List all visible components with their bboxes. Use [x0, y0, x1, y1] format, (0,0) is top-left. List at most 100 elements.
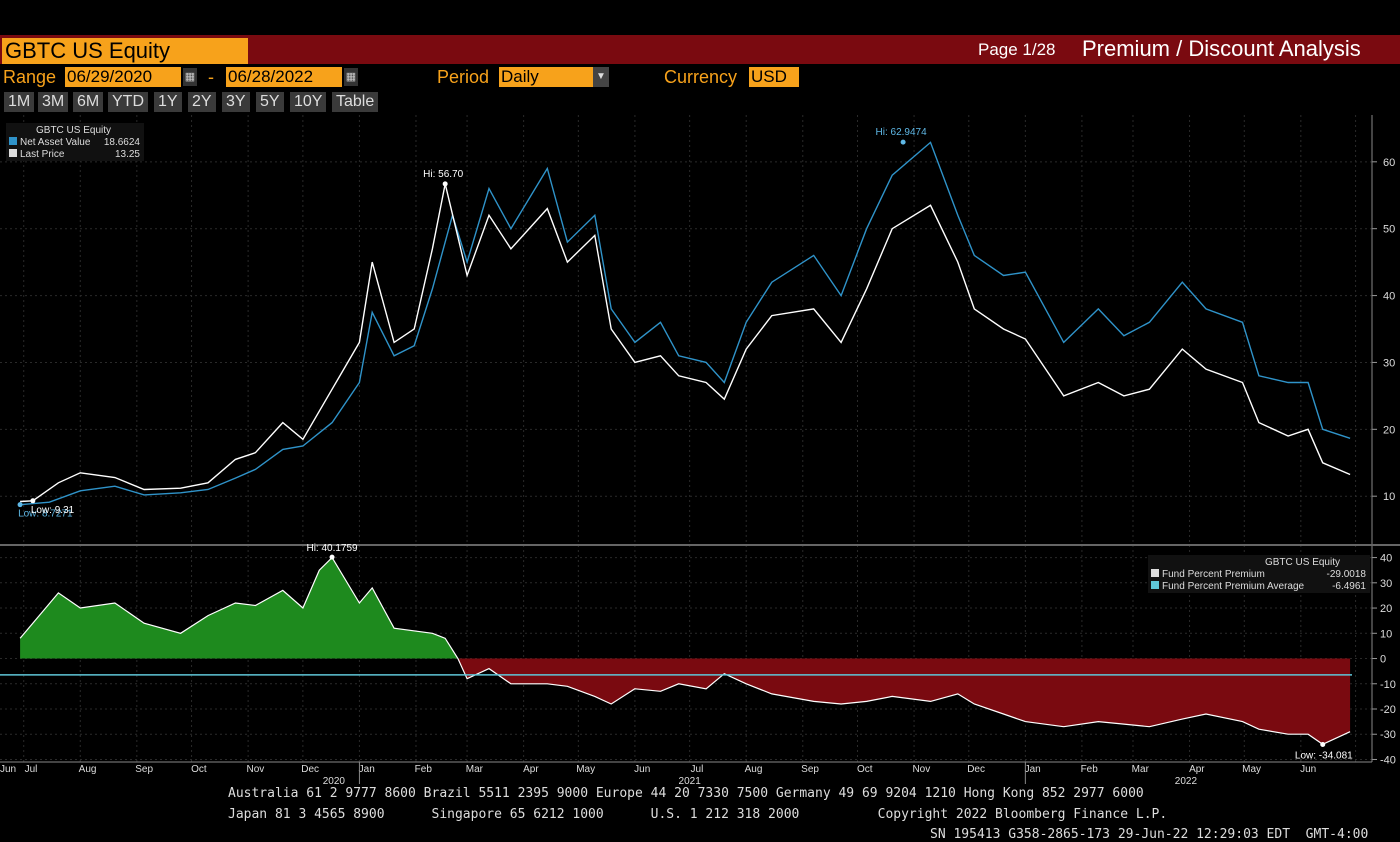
zoom-6m-button[interactable]: 6M [73, 92, 104, 112]
last-price-line [20, 183, 1351, 503]
x-tick-label: Feb [1081, 764, 1099, 775]
y-tick-label: -20 [1380, 704, 1396, 716]
zoom-5y-button[interactable]: 5Y [256, 92, 284, 112]
x-tick-label: Jul [691, 764, 704, 775]
annotation-marker [900, 139, 906, 145]
annotation-label: Low: -34.081 [1295, 751, 1353, 762]
x-tick-label: Jan [359, 764, 375, 775]
x-tick-label: Jun [1300, 764, 1316, 775]
annotation-label: Low: 9.31 [31, 505, 75, 516]
contact-line-1: Australia 61 2 9777 8600 Brazil 5511 239… [228, 786, 1144, 801]
y-tick-label: 30 [1380, 578, 1392, 590]
y-tick-label: -40 [1380, 754, 1396, 766]
zoom-ytd-button[interactable]: YTD [108, 92, 148, 112]
x-tick-label: Apr [523, 764, 539, 775]
nav-line [20, 141, 1351, 506]
end-date-field[interactable]: 06/28/2022 [226, 67, 342, 87]
zoom-3y-button[interactable]: 3Y [222, 92, 250, 112]
annotation-label: Hi: 56.70 [423, 169, 463, 180]
period-select[interactable]: Daily [499, 67, 593, 87]
contact-line-2: Japan 81 3 4565 8900 Singapore 65 6212 1… [228, 807, 1168, 822]
x-tick-label: May [576, 764, 595, 775]
period-label: Period [437, 67, 490, 87]
legend-box [1148, 555, 1370, 593]
zoom-1y-button[interactable]: 1Y [154, 92, 182, 112]
currency-label: Currency [664, 67, 738, 87]
y-tick-label: 20 [1383, 424, 1395, 436]
annotation-label: Hi: 40.1759 [306, 543, 358, 554]
currency-field[interactable]: USD [749, 67, 799, 87]
fund-percent-premium-line [19, 556, 1351, 745]
zoom-1m-button[interactable]: 1M [4, 92, 35, 112]
x-tick-label: Jun [634, 764, 650, 775]
legend-title: GBTC US Equity [36, 125, 111, 136]
x-tick-label: Sep [801, 764, 819, 775]
x-tick-label: Oct [191, 764, 207, 775]
legend-swatch [1151, 569, 1159, 577]
legend-title: GBTC US Equity [1265, 557, 1340, 568]
legend-series-name: Last Price [20, 149, 65, 160]
premium-area [20, 557, 458, 659]
ticker-field[interactable]: GBTC US Equity [2, 38, 248, 64]
annotation-marker [1320, 742, 1326, 748]
x-tick-label: Dec [967, 764, 985, 775]
y-tick-label: 60 [1383, 157, 1395, 169]
start-date-field[interactable]: 06/29/2020 [65, 67, 181, 87]
legend-swatch [1151, 581, 1159, 589]
x-tick-label: Apr [1189, 764, 1205, 775]
discount-area [20, 658, 1351, 745]
x-year-label: 2022 [1175, 776, 1198, 787]
legend-swatch [9, 137, 17, 145]
x-tick-label: Aug [79, 764, 97, 775]
annotation-marker [30, 498, 36, 504]
x-tick-label: Jun [0, 764, 16, 775]
range-label: Range [3, 67, 57, 87]
x-tick-label: Nov [247, 764, 265, 775]
x-tick-label: Feb [415, 764, 433, 775]
page-indicator: Page 1/28 [978, 40, 1056, 59]
x-tick-label: Oct [857, 764, 873, 775]
x-tick-label: Aug [745, 764, 763, 775]
session-line: SN 195413 G358-2865-173 29-Jun-22 12:29:… [930, 827, 1369, 842]
y-tick-label: 50 [1383, 224, 1395, 236]
annotation-label: Low: 8.7271 [18, 509, 73, 520]
legend-series-value: -6.4961 [1332, 581, 1366, 592]
x-tick-label: Nov [912, 764, 930, 775]
x-tick-label: Mar [1132, 764, 1150, 775]
y-tick-label: -10 [1380, 679, 1396, 691]
annotation-label: Hi: 62.9474 [876, 127, 928, 138]
zoom-10y-button[interactable]: 10Y [290, 92, 327, 112]
y-tick-label: 30 [1383, 357, 1395, 369]
zoom-3m-button[interactable]: 3M [38, 92, 69, 112]
x-tick-label: Jul [25, 764, 38, 775]
y-tick-label: 40 [1380, 553, 1392, 565]
legend-series-value: -29.0018 [1327, 569, 1367, 580]
range-dash: - [208, 67, 214, 87]
legend-series-name: Fund Percent Premium [1162, 569, 1265, 580]
x-tick-label: Jan [1025, 764, 1041, 775]
y-tick-label: 0 [1380, 654, 1386, 666]
annotation-marker [329, 554, 335, 560]
y-tick-label: 20 [1380, 603, 1392, 615]
start-calendar-icon[interactable]: ▦ [183, 68, 197, 86]
zoom-2y-button[interactable]: 2Y [188, 92, 216, 112]
annotation-marker [442, 181, 448, 187]
end-calendar-icon[interactable]: ▦ [344, 68, 358, 86]
legend-series-name: Net Asset Value [20, 137, 91, 148]
annotation-marker [17, 502, 23, 508]
legend-series-value: 13.25 [115, 149, 140, 160]
legend-series-value: 18.6624 [104, 137, 141, 148]
legend-box [6, 123, 144, 161]
chevron-down-icon[interactable]: ▼ [593, 67, 609, 87]
legend-swatch [9, 149, 17, 157]
y-tick-label: -30 [1380, 729, 1396, 741]
y-tick-label: 10 [1383, 491, 1395, 503]
function-title: Premium / Discount Analysis [1082, 36, 1361, 61]
x-tick-label: Sep [135, 764, 153, 775]
y-tick-label: 10 [1380, 628, 1392, 640]
x-tick-label: May [1242, 764, 1261, 775]
legend-series-name: Fund Percent Premium Average [1162, 581, 1305, 592]
table-button[interactable]: Table [332, 92, 379, 112]
x-tick-label: Mar [466, 764, 484, 775]
